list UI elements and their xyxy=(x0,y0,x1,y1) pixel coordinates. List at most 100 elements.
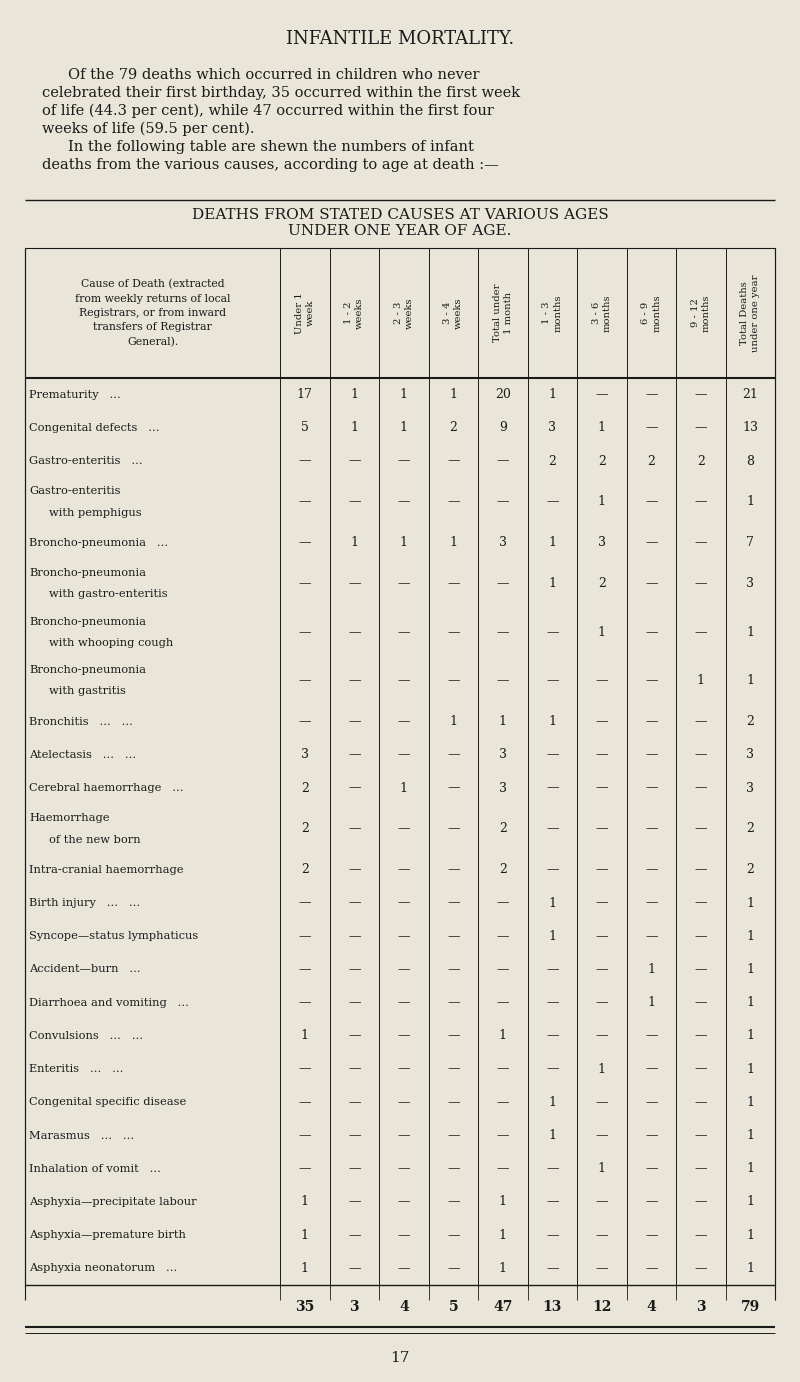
Text: —: — xyxy=(546,1262,558,1274)
Text: 1: 1 xyxy=(746,1229,754,1241)
Text: 1 - 2
weeks: 1 - 2 weeks xyxy=(344,297,364,329)
Text: Diarrhoea and vomiting   ...: Diarrhoea and vomiting ... xyxy=(29,998,189,1007)
Text: —: — xyxy=(645,1063,658,1075)
Text: —: — xyxy=(447,495,459,509)
Text: —: — xyxy=(595,822,608,836)
Text: 3 - 4
weeks: 3 - 4 weeks xyxy=(443,297,463,329)
Text: —: — xyxy=(447,1096,459,1108)
Text: 1: 1 xyxy=(400,536,408,549)
Text: of life (44.3 per cent), while 47 occurred within the first four: of life (44.3 per cent), while 47 occurr… xyxy=(42,104,494,119)
Text: —: — xyxy=(398,963,410,976)
Text: 1: 1 xyxy=(548,536,556,549)
Text: Prematurity   ...: Prematurity ... xyxy=(29,390,121,399)
Text: —: — xyxy=(546,822,558,836)
Text: 2: 2 xyxy=(548,455,556,467)
Text: —: — xyxy=(298,1129,311,1142)
Text: —: — xyxy=(595,864,608,876)
Text: 1: 1 xyxy=(301,1229,309,1241)
Text: —: — xyxy=(398,455,410,467)
Text: 2: 2 xyxy=(499,864,506,876)
Text: 3: 3 xyxy=(746,748,754,761)
Text: 3: 3 xyxy=(350,1300,359,1314)
Text: 1: 1 xyxy=(746,674,754,687)
Text: deaths from the various causes, according to age at death :—: deaths from the various causes, accordin… xyxy=(42,158,498,171)
Text: —: — xyxy=(694,578,707,590)
Text: —: — xyxy=(645,536,658,549)
Text: Enteritis   ...   ...: Enteritis ... ... xyxy=(29,1064,123,1074)
Text: —: — xyxy=(645,1030,658,1042)
Text: —: — xyxy=(348,897,361,909)
Text: —: — xyxy=(694,1063,707,1075)
Text: 1 - 3
months: 1 - 3 months xyxy=(542,294,562,332)
Text: —: — xyxy=(348,782,361,795)
Text: 1: 1 xyxy=(598,626,606,638)
Text: —: — xyxy=(546,1229,558,1241)
Text: 2: 2 xyxy=(301,864,309,876)
Text: INFANTILE MORTALITY.: INFANTILE MORTALITY. xyxy=(286,30,514,48)
Text: —: — xyxy=(298,1096,311,1108)
Text: —: — xyxy=(447,1195,459,1208)
Text: —: — xyxy=(348,930,361,943)
Text: Cerebral haemorrhage   ...: Cerebral haemorrhage ... xyxy=(29,784,183,793)
Text: —: — xyxy=(298,1162,311,1175)
Text: —: — xyxy=(546,864,558,876)
Text: Broncho-pneumonia: Broncho-pneumonia xyxy=(29,568,146,578)
Text: —: — xyxy=(645,578,658,590)
Text: —: — xyxy=(398,1063,410,1075)
Text: —: — xyxy=(645,495,658,509)
Text: 1: 1 xyxy=(746,626,754,638)
Text: 9 - 12
months: 9 - 12 months xyxy=(690,294,710,332)
Text: —: — xyxy=(595,996,608,1009)
Text: —: — xyxy=(298,626,311,638)
Text: 1: 1 xyxy=(598,495,606,509)
Text: —: — xyxy=(546,748,558,761)
Text: —: — xyxy=(447,1129,459,1142)
Text: —: — xyxy=(348,626,361,638)
Text: 1: 1 xyxy=(498,1229,506,1241)
Text: —: — xyxy=(694,388,707,401)
Text: Inhalation of vomit   ...: Inhalation of vomit ... xyxy=(29,1164,161,1173)
Text: 3: 3 xyxy=(598,536,606,549)
Text: 2: 2 xyxy=(697,455,705,467)
Text: —: — xyxy=(447,897,459,909)
Text: —: — xyxy=(694,822,707,836)
Text: —: — xyxy=(595,1229,608,1241)
Text: —: — xyxy=(497,1063,509,1075)
Text: —: — xyxy=(645,1096,658,1108)
Text: —: — xyxy=(694,1129,707,1142)
Text: 1: 1 xyxy=(746,1195,754,1208)
Text: —: — xyxy=(497,626,509,638)
Text: —: — xyxy=(348,455,361,467)
Text: —: — xyxy=(645,897,658,909)
Text: 2: 2 xyxy=(647,455,655,467)
Text: —: — xyxy=(694,495,707,509)
Text: —: — xyxy=(348,1030,361,1042)
Text: —: — xyxy=(595,388,608,401)
Text: —: — xyxy=(595,897,608,909)
Text: —: — xyxy=(595,1030,608,1042)
Text: —: — xyxy=(595,963,608,976)
Text: —: — xyxy=(546,963,558,976)
Text: 1: 1 xyxy=(350,536,358,549)
Text: —: — xyxy=(348,822,361,836)
Text: Broncho-pneumonia: Broncho-pneumonia xyxy=(29,665,146,674)
Text: —: — xyxy=(447,674,459,687)
Text: —: — xyxy=(694,748,707,761)
Text: 1: 1 xyxy=(746,1096,754,1108)
Text: celebrated their first birthday, 35 occurred within the first week: celebrated their first birthday, 35 occu… xyxy=(42,86,520,100)
Text: 3: 3 xyxy=(498,536,506,549)
Text: Bronchitis   ...   ...: Bronchitis ... ... xyxy=(29,717,133,727)
Text: —: — xyxy=(694,536,707,549)
Text: —: — xyxy=(298,536,311,549)
Text: Syncope—status lymphaticus: Syncope—status lymphaticus xyxy=(29,931,198,941)
Text: —: — xyxy=(398,1129,410,1142)
Text: —: — xyxy=(497,1162,509,1175)
Text: 21: 21 xyxy=(742,388,758,401)
Text: —: — xyxy=(298,714,311,728)
Text: —: — xyxy=(497,578,509,590)
Text: 3: 3 xyxy=(746,578,754,590)
Text: —: — xyxy=(546,1030,558,1042)
Text: 1: 1 xyxy=(598,1162,606,1175)
Text: 1: 1 xyxy=(647,996,655,1009)
Text: —: — xyxy=(447,1262,459,1274)
